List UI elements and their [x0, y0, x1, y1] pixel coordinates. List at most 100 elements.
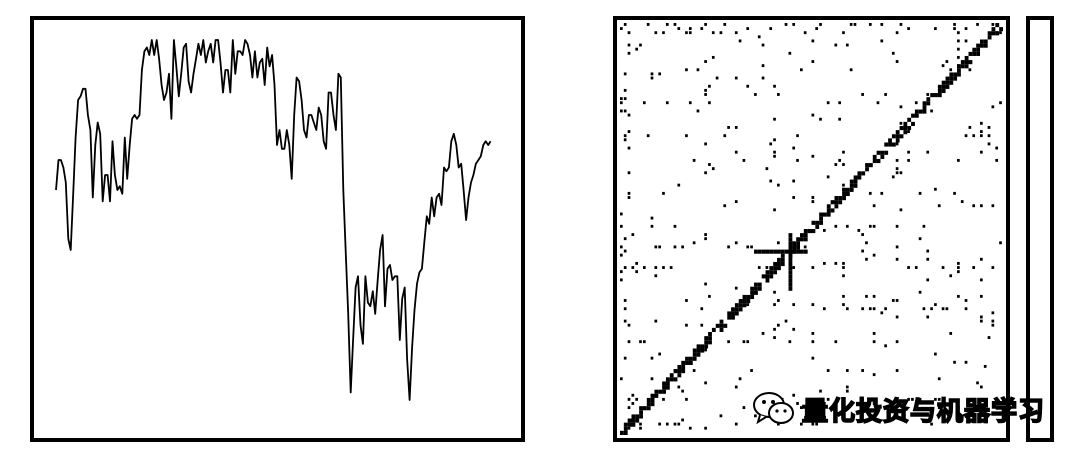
heatmap-cell — [646, 134, 650, 138]
heatmap-cell — [968, 126, 972, 129]
heatmap-cell — [834, 43, 838, 47]
heatmap-cell — [895, 299, 899, 302]
heatmap-cell — [899, 126, 904, 131]
heatmap-cell — [819, 117, 822, 121]
heatmap-cell — [895, 340, 899, 344]
heatmap-cell — [830, 200, 835, 205]
heatmap-cell — [930, 93, 935, 98]
heatmap-cell — [880, 23, 884, 26]
heatmap-cell — [803, 237, 808, 242]
heatmap-cell — [650, 377, 654, 381]
heatmap-cell — [669, 373, 674, 378]
heatmap-cell — [811, 39, 815, 43]
heatmap-cell — [654, 389, 659, 394]
heatmap-cell — [842, 196, 846, 201]
heatmap-cell — [826, 212, 831, 217]
heatmap-cell — [895, 158, 899, 162]
wechat-icon — [753, 392, 794, 425]
heatmap-cell — [635, 414, 640, 419]
heatmap-cell — [773, 261, 778, 267]
heatmap-cell — [627, 426, 631, 430]
heatmap-cell — [815, 422, 819, 426]
heatmap-cell — [627, 406, 631, 410]
heatmap-cell — [884, 142, 889, 147]
heatmap-cell — [658, 72, 661, 76]
heatmap-cell — [635, 418, 640, 423]
heatmap-cell — [803, 245, 807, 249]
heatmap-cell — [738, 303, 743, 308]
heatmap-cell — [845, 187, 850, 192]
heatmap-cell — [796, 241, 801, 246]
heatmap-cell — [937, 406, 941, 410]
heatmap-cell — [692, 241, 696, 245]
heatmap-cell — [788, 237, 793, 242]
heatmap-cell — [777, 299, 780, 302]
heatmap-cell — [696, 68, 700, 72]
heatmap-cell — [734, 31, 738, 35]
heatmap-cell — [677, 385, 681, 389]
heatmap-cell — [639, 422, 642, 426]
heatmap-cell — [727, 340, 730, 344]
heatmap-cell — [620, 253, 623, 257]
heatmap-cell — [665, 101, 669, 105]
heatmap-cell — [673, 422, 677, 426]
heatmap-cell — [861, 307, 864, 311]
heatmap-cell — [673, 377, 678, 382]
heatmap-cell — [868, 23, 872, 26]
heatmap-cell — [842, 266, 845, 269]
heatmap-cell — [719, 319, 724, 324]
heatmap-cell — [934, 93, 938, 98]
heatmap-cell — [826, 208, 831, 213]
heatmap-cell — [849, 183, 854, 188]
heatmap-cell — [914, 113, 919, 118]
heatmap-cell — [677, 373, 682, 378]
heatmap-cell — [807, 229, 812, 234]
heatmap-cell — [769, 270, 774, 275]
heatmap-cell — [941, 64, 945, 68]
heatmap-cell — [941, 88, 946, 94]
heatmap-cell — [784, 249, 789, 254]
heatmap-cell — [662, 266, 665, 269]
heatmap-cell — [838, 200, 843, 205]
heatmap-cell — [895, 142, 899, 146]
heatmap-cell — [918, 290, 922, 294]
heatmap-cell — [669, 266, 673, 269]
heatmap-cell — [620, 430, 624, 435]
heatmap-cell — [983, 39, 988, 44]
heatmap-cell — [876, 150, 881, 155]
heatmap-cell — [623, 356, 627, 360]
heatmap-cell — [987, 31, 992, 36]
heatmap-cell — [792, 245, 797, 250]
heatmap-cell — [731, 307, 735, 312]
heatmap-cell — [688, 360, 693, 365]
heatmap-cell — [700, 348, 705, 353]
heatmap-cell — [980, 385, 983, 389]
heatmap-cell — [777, 422, 780, 426]
heatmap-cell — [734, 385, 738, 389]
heatmap-cell — [987, 126, 991, 129]
heatmap-cell — [857, 171, 862, 176]
heatmap-cell — [895, 414, 899, 418]
heatmap-cell — [650, 72, 654, 76]
heatmap-cell — [945, 84, 950, 89]
heatmap-cell — [623, 307, 627, 311]
heatmap-cell — [719, 31, 723, 35]
heatmap-cell — [834, 224, 838, 228]
heatmap-cell — [861, 233, 864, 236]
heatmap-cell — [761, 43, 765, 47]
heatmap-cell — [665, 381, 670, 386]
heatmap-cell — [895, 138, 900, 143]
heatmap-cell — [891, 402, 895, 405]
heatmap-cell — [949, 332, 953, 335]
heatmap-cell — [627, 196, 631, 199]
heatmap-cell — [665, 23, 669, 26]
heatmap-cell — [696, 352, 701, 357]
heatmap-cell — [926, 278, 930, 282]
heatmap-cell — [957, 39, 960, 43]
heatmap-cell — [949, 80, 954, 85]
heatmap-cell — [876, 158, 881, 164]
heatmap-cell — [673, 23, 677, 26]
heatmap-cell — [623, 237, 627, 241]
heatmap-cell — [780, 261, 785, 267]
heatmap-cell — [719, 327, 724, 332]
